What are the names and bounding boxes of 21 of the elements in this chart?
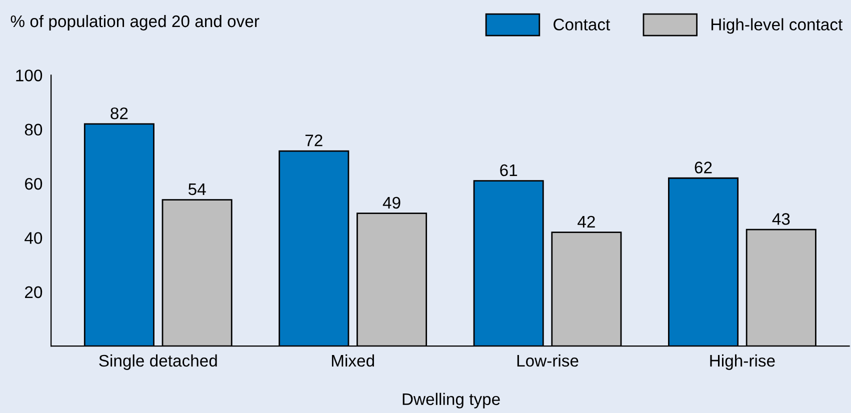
y-tick-label: 80	[24, 124, 42, 136]
x-tick-label: Low-rise	[517, 354, 578, 367]
legend-label: Contact	[554, 18, 610, 30]
y-axis-title: % of population aged 20 and over	[10, 14, 260, 30]
y-tick-label: 60	[25, 178, 42, 190]
x-tick-label: Mixed	[332, 354, 374, 367]
data-label: 54	[188, 183, 206, 196]
x-axis-title: Dwelling type	[402, 392, 500, 408]
y-tick-label: 100	[16, 70, 42, 82]
data-label: 72	[305, 134, 322, 146]
y-tick-label: 20	[25, 286, 42, 298]
data-label: 42	[578, 216, 595, 228]
data-label: 82	[110, 107, 128, 120]
data-label: 61	[500, 164, 518, 176]
x-tick-label: High-rise	[710, 354, 775, 370]
y-tick-label: 40	[24, 232, 42, 244]
legend-label: High-level contact	[712, 18, 843, 34]
x-tick-label: Single detached	[99, 354, 217, 370]
data-label: 49	[382, 196, 400, 209]
data-label: 43	[772, 213, 790, 225]
data-label: 62	[694, 162, 712, 174]
